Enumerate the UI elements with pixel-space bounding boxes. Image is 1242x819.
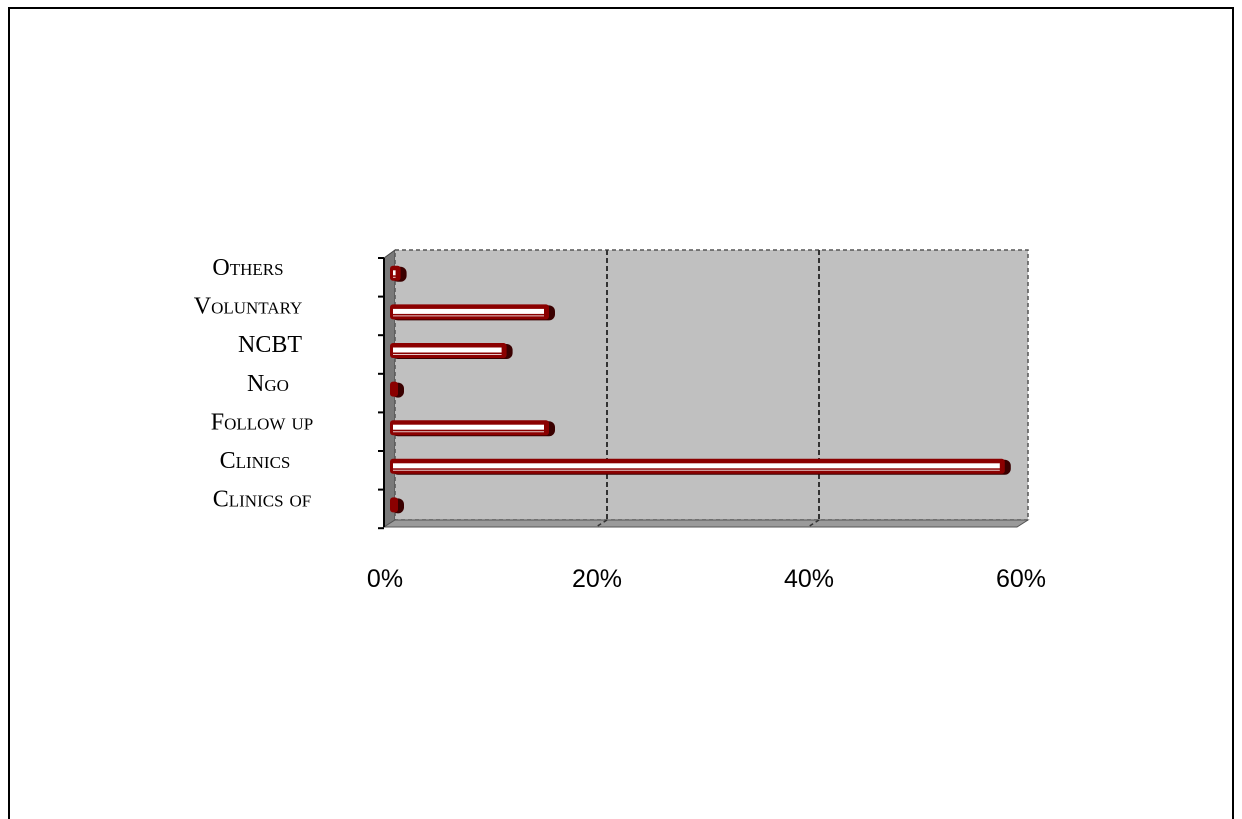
bar [390,420,555,437]
category-label: Ngo [247,371,289,397]
category-label: Follow up [211,409,313,435]
category-axis-ticks [378,257,384,530]
category-labels: Others Voluntary NCBT Ngo Follow up Clinics Cl… [194,255,313,513]
bar [390,304,555,321]
category-label: NCBT [238,332,302,358]
bar [390,497,404,514]
bar [390,265,407,282]
x-axis-tick-labels: 0% 20% 40% 60% [367,565,1046,593]
x-tick-label: 60% [996,565,1046,593]
grid-line [595,519,608,528]
plot-floor [382,519,1030,528]
category-label: Others [212,255,283,281]
bar [390,343,513,359]
chart-frame [8,7,1234,819]
category-label: Clinics [220,448,291,474]
x-tick-label: 20% [572,565,622,593]
grid-lines [595,250,820,528]
bars [390,265,1011,514]
category-label: Voluntary [194,294,303,320]
category-label: Clinics of [213,487,312,513]
bar [390,381,404,398]
plot-area [394,249,1029,521]
bar [390,458,1011,475]
x-tick-label: 0% [367,565,403,593]
x-tick-label: 40% [784,565,834,593]
grid-line [807,519,820,528]
